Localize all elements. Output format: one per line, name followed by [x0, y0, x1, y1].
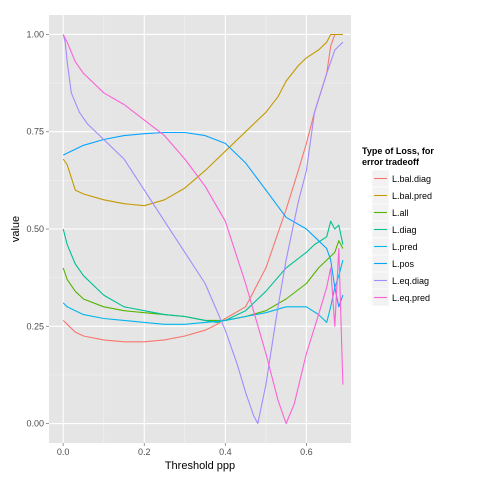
y-tick-label: 0.00 [26, 419, 44, 429]
y-axis-title: value [10, 216, 22, 242]
y-tick-label: 1.00 [26, 29, 44, 39]
legend-label-l-all: L.all [392, 208, 409, 218]
legend-label-l-eq-diag: L.eq.diag [392, 276, 429, 286]
legend-label-l-bal-pred: L.bal.pred [392, 191, 432, 201]
series-line-l-pos [62, 131, 344, 308]
series-line-l-all [62, 240, 344, 321]
legend-title-line-2: error tradeoff [362, 157, 420, 167]
legend-label-l-diag: L.diag [392, 225, 417, 235]
x-tick-label: 0.6 [300, 447, 313, 457]
series-line-l-pred [62, 259, 344, 325]
legend-label-l-bal-diag: L.bal.diag [392, 174, 431, 184]
series-line-l-eq-pred [62, 34, 344, 425]
x-axis-title: Threshold ppp [165, 460, 235, 472]
legend-title-line-1: Type of Loss, for [362, 146, 434, 156]
series-line-l-eq-diag [62, 34, 344, 425]
legend-label-l-pos: L.pos [392, 259, 415, 269]
y-axis: 0.00 0.25 0.50 0.75 1.00 [26, 29, 49, 429]
series-layer [62, 33, 344, 425]
series-line-l-bal-pred [62, 33, 343, 207]
y-tick-label: 0.25 [26, 321, 44, 331]
x-tick-label: 0.2 [138, 447, 151, 457]
y-tick-label: 0.75 [26, 127, 44, 137]
x-tick-label: 0.0 [57, 447, 70, 457]
x-axis: 0.0 0.2 0.4 0.6 [57, 443, 313, 457]
legend-label-l-eq-pred: L.eq.pred [392, 293, 430, 303]
legend-label-l-pred: L.pred [392, 242, 418, 252]
x-tick-label: 0.4 [219, 447, 232, 457]
y-tick-label: 0.50 [26, 224, 44, 234]
legend: Type of Loss, for error tradeoff L.bal.d… [362, 146, 434, 307]
